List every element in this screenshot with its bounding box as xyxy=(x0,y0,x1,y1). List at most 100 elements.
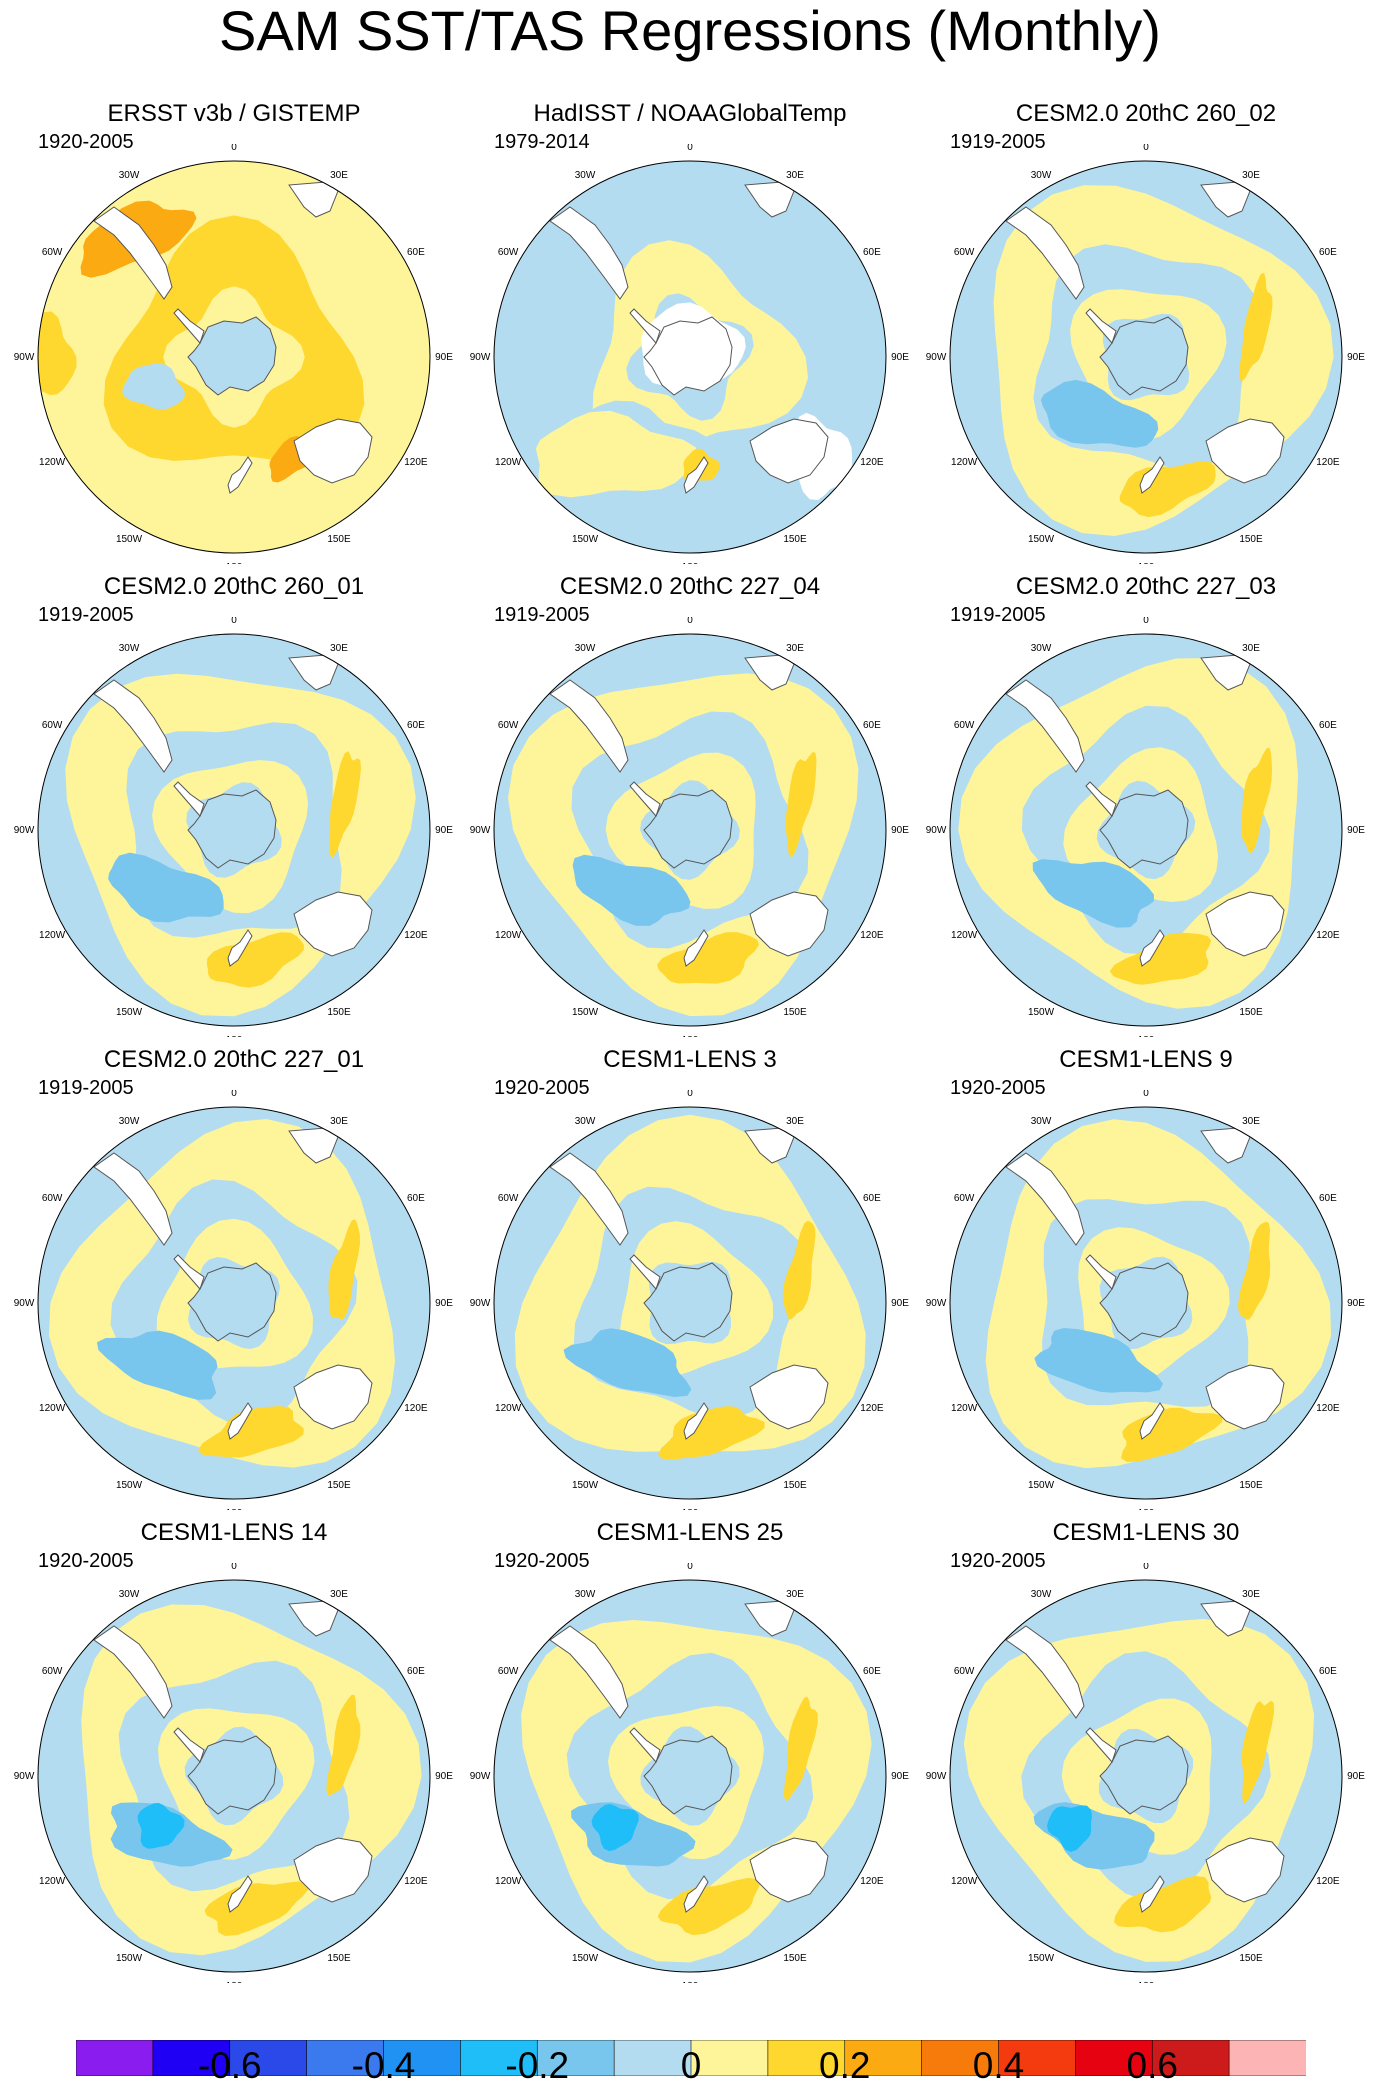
colorbar-swatch xyxy=(613,2040,692,2076)
longitude-label: 60E xyxy=(1319,247,1337,258)
cool-anomaly xyxy=(1047,1805,1092,1852)
longitude-label: 90E xyxy=(891,825,909,836)
longitude-label: 60W xyxy=(498,1666,519,1677)
coastline xyxy=(1085,781,1117,817)
longitude-label: 0 xyxy=(1143,144,1149,153)
colorbar-tick-label: 0.6 xyxy=(1126,2045,1178,2086)
longitude-label: 60W xyxy=(954,247,975,258)
colorbar-tick-label: 0.2 xyxy=(819,2045,871,2086)
longitude-label: 30E xyxy=(786,643,804,654)
colorbar-swatch xyxy=(536,2040,615,2076)
longitude-label: 60E xyxy=(407,1666,425,1677)
cool-anomaly xyxy=(1032,859,1154,928)
longitude-label: 90W xyxy=(470,825,491,836)
coastline xyxy=(1005,1152,1085,1246)
coastline xyxy=(1205,891,1285,957)
colorbar-tick-label: -0.6 xyxy=(197,2045,262,2086)
colorbar-tick-label: -0.4 xyxy=(351,2045,416,2086)
warm-anomaly xyxy=(658,1406,765,1460)
panel-title: CESM1-LENS 25 xyxy=(596,1519,784,1546)
longitude-label: 60W xyxy=(498,247,519,258)
coastline xyxy=(1085,308,1117,344)
longitude-label: 60E xyxy=(863,1193,881,1204)
longitude-label: 0 xyxy=(1143,617,1149,626)
longitude-label: 0 xyxy=(687,1563,693,1572)
cool-anomaly xyxy=(1034,1328,1164,1393)
coastline xyxy=(227,1402,253,1440)
longitude-label: 150W xyxy=(1028,1480,1055,1491)
coastline xyxy=(1139,456,1165,494)
longitude-label: 30W xyxy=(575,643,596,654)
longitude-label: 150E xyxy=(783,1480,807,1491)
colorbar-swatch xyxy=(152,2040,231,2076)
panel-title: CESM2.0 20thC 260_01 xyxy=(103,573,365,600)
longitude-label: 120E xyxy=(860,457,884,468)
warm-inner-ring xyxy=(620,1221,774,1378)
longitude-label: 180 xyxy=(226,1035,243,1037)
coastline xyxy=(173,1727,205,1763)
map-panel: CESM1-LENS 14 1920-2005 0 30E 60E 90E 120E 150E… xyxy=(14,1519,454,1989)
panel-period: 1919-2005 xyxy=(950,604,1046,626)
longitude-label: 180 xyxy=(682,1035,699,1037)
longitude-label: 90W xyxy=(14,352,35,363)
colorbar-swatch xyxy=(690,2040,769,2076)
weak-ring xyxy=(592,240,808,458)
coastline xyxy=(683,1875,709,1913)
longitude-label: 120W xyxy=(951,1403,978,1414)
longitude-label: 90W xyxy=(470,1298,491,1309)
coastline xyxy=(1139,929,1165,967)
longitude-label: 180 xyxy=(1138,1508,1155,1510)
coastline xyxy=(1139,1402,1165,1440)
polar-map: 0 30E 60E 90E 120E 150E 180 150W 120W 90W 60W 30W xyxy=(14,1563,453,1983)
longitude-label: 150W xyxy=(116,1953,143,1964)
polar-map: 0 30E 60E 90E 120E 150E 180 150W 120W 90W 60W 30W xyxy=(470,1563,909,1983)
longitude-label: 120W xyxy=(39,457,66,468)
coastline xyxy=(683,1402,709,1440)
panel-title: HadISST / NOAAGlobalTemp xyxy=(533,100,847,127)
coastline xyxy=(1139,1875,1165,1913)
panel-title: CESM1-LENS 14 xyxy=(140,1519,328,1546)
cool-anomaly xyxy=(563,1328,692,1397)
longitude-label: 90E xyxy=(435,352,453,363)
panel-title: CESM2.0 20thC 227_01 xyxy=(103,1046,365,1073)
map-panel: CESM2.0 20thC 260_01 1919-2005 0 30E 60E 90E 1… xyxy=(14,573,454,1043)
cool-anomaly xyxy=(137,1803,185,1849)
polar-map: 0 30E 60E 90E 120E 150E 180 150W 120W 90W 60W 30W xyxy=(926,1563,1365,1983)
longitude-label: 60W xyxy=(42,1666,63,1677)
longitude-label: 60W xyxy=(42,1193,63,1204)
longitude-label: 180 xyxy=(1138,1981,1155,1983)
longitude-label: 60W xyxy=(954,1666,975,1677)
longitude-label: 120E xyxy=(404,1876,428,1887)
cool-anomaly xyxy=(591,1804,639,1852)
longitude-label: 120W xyxy=(495,1403,522,1414)
coastline xyxy=(749,418,829,484)
longitude-label: 30E xyxy=(330,1589,348,1600)
polar-map: 0 30E 60E 90E 120E 150E 180 150W 120W 90W 60W 30W xyxy=(14,617,453,1037)
longitude-label: 90E xyxy=(435,1771,453,1782)
longitude-label: 90E xyxy=(1347,352,1365,363)
longitude-label: 60E xyxy=(407,1193,425,1204)
coastline xyxy=(227,1875,253,1913)
coastline xyxy=(1085,1727,1117,1763)
coastline xyxy=(1205,1364,1285,1430)
longitude-label: 30E xyxy=(786,170,804,181)
longitude-label: 30W xyxy=(119,170,140,181)
coastline xyxy=(549,1152,629,1246)
coastline xyxy=(1005,206,1085,300)
longitude-label: 30E xyxy=(1242,170,1260,181)
coastline xyxy=(683,456,709,494)
longitude-label: 30W xyxy=(575,1589,596,1600)
longitude-label: 0 xyxy=(231,1563,237,1572)
longitude-label: 90E xyxy=(891,352,909,363)
map-panel: CESM2.0 20thC 227_04 1919-2005 0 30E 60E 90E 1… xyxy=(470,573,910,1043)
coastline xyxy=(1205,1837,1285,1903)
longitude-label: 30E xyxy=(330,170,348,181)
longitude-label: 150W xyxy=(1028,1007,1055,1018)
longitude-label: 60W xyxy=(954,1193,975,1204)
longitude-label: 30W xyxy=(1031,1116,1052,1127)
longitude-label: 150E xyxy=(327,534,351,545)
coastline xyxy=(1099,1735,1189,1815)
longitude-label: 90E xyxy=(435,1298,453,1309)
colorbar-swatch xyxy=(383,2040,462,2076)
longitude-label: 30E xyxy=(1242,643,1260,654)
